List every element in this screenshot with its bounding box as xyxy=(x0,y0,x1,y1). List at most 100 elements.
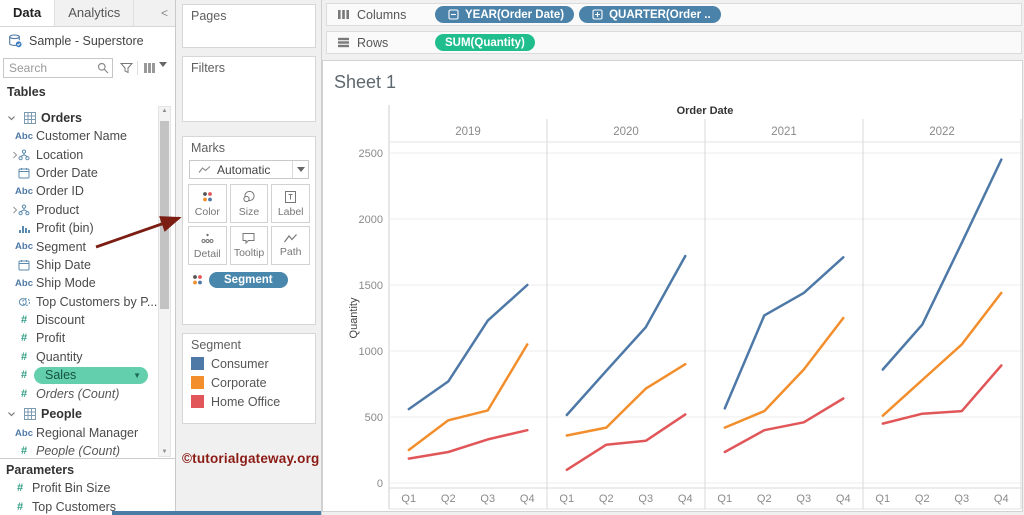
color-legend-card: Segment Consumer Corporate Home Office xyxy=(182,333,316,424)
detail-dots-icon xyxy=(199,232,215,246)
fields-scrollbar[interactable]: ▲ ▼ xyxy=(158,106,171,457)
chart-line-consumer-2021[interactable] xyxy=(723,256,845,410)
chart-line-corporate-2019[interactable] xyxy=(407,343,529,452)
field-ship-mode[interactable]: Abc Ship Mode xyxy=(0,274,158,292)
number-icon: # xyxy=(20,332,28,345)
chart-line-consumer-2022[interactable] xyxy=(881,158,1003,371)
quarter-label-2020-Q1: Q1 xyxy=(559,493,574,505)
mark-type-value: Automatic xyxy=(217,162,271,177)
quarter-label-2021-Q2: Q2 xyxy=(757,493,772,505)
legend-item-home-office[interactable]: Home Office xyxy=(183,392,315,411)
field-list: Orders Abc Customer Name Location Order Date… xyxy=(0,106,158,457)
path-button[interactable]: Path xyxy=(271,226,310,265)
chart-line-corporate-2021[interactable] xyxy=(723,316,845,429)
data-pane: Data Analytics < Sample - Superstore Tab… xyxy=(0,0,176,515)
field-ship-date[interactable]: Ship Date xyxy=(0,256,158,274)
detail-button[interactable]: Detail xyxy=(188,226,227,265)
legend-title: Segment xyxy=(191,338,242,352)
label-button[interactable]: Label xyxy=(271,184,310,223)
rows-shelf[interactable]: Rows SUM(Quantity) xyxy=(326,31,1022,54)
chart-line-home-office-2021[interactable] xyxy=(723,397,845,454)
selected-field-pill[interactable]: Sales ▼ xyxy=(34,366,148,384)
mark-button-label: Size xyxy=(238,205,260,218)
collapse-pane-button[interactable]: < xyxy=(160,6,168,20)
field-caret-icon[interactable]: ▼ xyxy=(133,370,141,380)
label-box-icon xyxy=(283,190,299,204)
field-location[interactable]: Location xyxy=(0,145,158,163)
chart-line-home-office-2020[interactable] xyxy=(565,413,687,472)
chart-line-consumer-2020[interactable] xyxy=(565,254,687,417)
tooltip-button[interactable]: Tooltip xyxy=(229,226,269,265)
color-pill-segment[interactable]: Segment xyxy=(209,272,288,288)
legend-swatch xyxy=(191,395,204,408)
quarter-label-2022-Q4: Q4 xyxy=(994,493,1009,505)
field-orders-count[interactable]: # Orders (Count) xyxy=(0,384,158,402)
pill-sum-quantity[interactable]: SUM(Quantity) xyxy=(435,34,535,51)
dropdown-caret-icon[interactable] xyxy=(292,161,308,178)
shelf-cards-pane: Pages Filters Marks Automatic Color Size L… xyxy=(176,0,322,515)
pages-shelf[interactable]: Pages xyxy=(182,4,316,48)
number-icon: # xyxy=(20,314,28,327)
chevron-down-icon xyxy=(3,410,19,418)
legend-item-consumer[interactable]: Consumer xyxy=(183,354,315,373)
field-customer-name[interactable]: Abc Customer Name xyxy=(0,127,158,145)
field-profit[interactable]: # Profit xyxy=(0,329,158,347)
scroll-up-icon[interactable]: ▲ xyxy=(161,108,168,114)
filters-label: Filters xyxy=(191,61,226,75)
legend-item-corporate[interactable]: Corporate xyxy=(183,373,315,392)
number-icon: # xyxy=(16,482,24,495)
chart-line-corporate-2022[interactable] xyxy=(881,291,1003,417)
columns-shelf-icon xyxy=(335,9,351,20)
scroll-down-icon[interactable]: ▼ xyxy=(161,449,168,455)
chart-line-consumer-2019[interactable] xyxy=(407,283,529,411)
year-label-2022: 2022 xyxy=(929,126,955,138)
chevron-right-icon xyxy=(7,206,23,214)
mark-type-dropdown[interactable]: Automatic xyxy=(189,160,309,179)
field-regional-manager[interactable]: Abc Regional Manager xyxy=(0,424,158,442)
field-product[interactable]: Product xyxy=(0,201,158,219)
table-orders[interactable]: Orders xyxy=(0,108,158,127)
field-order-date[interactable]: Order Date xyxy=(0,164,158,182)
field-sales[interactable]: # Sales ▼ xyxy=(0,366,158,384)
tab-analytics[interactable]: Analytics xyxy=(55,0,135,26)
chart-line-home-office-2019[interactable] xyxy=(407,428,529,460)
parameters-list: # Profit Bin Size # Top Customers xyxy=(0,479,175,515)
size-button[interactable]: Size xyxy=(229,184,269,223)
field-order-id[interactable]: Abc Order ID xyxy=(0,182,158,200)
table-people[interactable]: People xyxy=(0,405,158,424)
chart-line-home-office-2022[interactable] xyxy=(881,364,1003,425)
field-label: Location xyxy=(36,147,84,162)
parameter-top-customers[interactable]: # Top Customers xyxy=(0,497,175,515)
tab-data[interactable]: Data xyxy=(0,0,56,26)
field-profit-bin[interactable]: Profit (bin) xyxy=(0,219,158,237)
field-top-customers-by-p[interactable]: Top Customers by P... xyxy=(0,293,158,311)
pill-quarter-order[interactable]: QUARTER(Order .. xyxy=(579,6,721,23)
view-grid-icon[interactable] xyxy=(141,62,157,74)
pill-year-order-date[interactable]: YEAR(Order Date) xyxy=(435,6,575,23)
color-button[interactable]: Color xyxy=(188,184,227,223)
parameter-profit-bin-size[interactable]: # Profit Bin Size xyxy=(0,479,175,497)
scrollbar-thumb[interactable] xyxy=(160,121,169,309)
view-caret-icon[interactable] xyxy=(158,62,168,67)
mark-button-label: Path xyxy=(279,246,302,258)
year-label-2021: 2021 xyxy=(771,126,797,138)
quarter-label-2020-Q2: Q2 xyxy=(599,493,614,505)
datasource-row[interactable]: Sample - Superstore xyxy=(0,28,175,54)
columns-shelf[interactable]: Columns YEAR(Order Date) QUARTER(Order .. xyxy=(326,3,1022,26)
search-row xyxy=(0,57,175,81)
field-quantity[interactable]: # Quantity xyxy=(0,348,158,366)
field-segment[interactable]: Abc Segment xyxy=(0,237,158,255)
minus-box-icon xyxy=(445,9,461,20)
filter-funnel-icon[interactable] xyxy=(118,62,134,74)
field-people-count[interactable]: # People (Count) xyxy=(0,442,158,457)
rows-shelf-icon xyxy=(335,37,351,48)
mark-button-label: Label xyxy=(277,205,304,218)
y-tick-label: 500 xyxy=(365,412,383,424)
filters-shelf[interactable]: Filters xyxy=(182,56,316,122)
year-label-2020: 2020 xyxy=(613,126,639,138)
field-discount[interactable]: # Discount xyxy=(0,311,158,329)
chart-line-corporate-2020[interactable] xyxy=(565,362,687,437)
mark-button-label: Detail xyxy=(193,247,221,260)
search-input[interactable] xyxy=(3,58,113,78)
